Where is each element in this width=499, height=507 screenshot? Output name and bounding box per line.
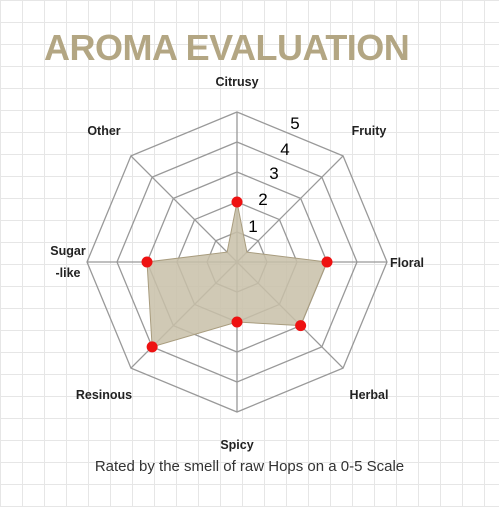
axis-label: Spicy: [220, 438, 253, 452]
spoke-line: [130, 155, 238, 263]
chart-subtitle: Rated by the smell of raw Hops on a 0-5 …: [94, 458, 405, 475]
data-point: [231, 196, 243, 208]
tick-label: 2: [258, 190, 267, 209]
spoke-line: [236, 155, 344, 263]
chart-title: AROMA EVALUATION: [44, 27, 410, 68]
axis-label: Floral: [390, 256, 424, 270]
data-point: [295, 320, 307, 332]
data-point: [321, 256, 333, 268]
data-point: [231, 316, 243, 328]
radar-axis-labels: Citrusy Fruity Floral Herbal Spicy Resinous Su…: [50, 75, 424, 452]
axis-label: Citrusy: [215, 75, 258, 89]
tick-label: 1: [248, 217, 257, 236]
radar-points: [141, 196, 333, 353]
tick-label: 5: [290, 114, 299, 133]
data-point: [146, 341, 158, 353]
data-point: [141, 256, 153, 268]
axis-label: Sugar -like: [50, 244, 86, 280]
axis-label: Herbal: [350, 388, 389, 402]
tick-label: 3: [269, 164, 278, 183]
axis-label: Resinous: [76, 388, 132, 402]
axis-label: Other: [87, 124, 120, 138]
tick-label: 4: [280, 140, 289, 159]
axis-label: Fruity: [352, 124, 387, 138]
